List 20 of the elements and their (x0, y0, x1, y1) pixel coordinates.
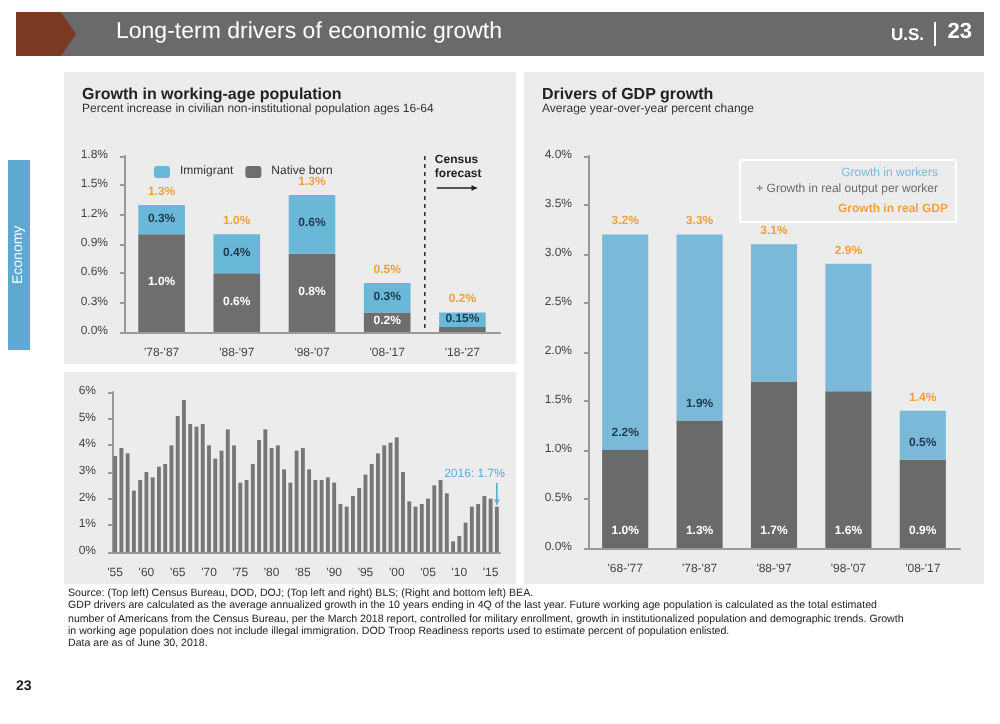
bar (602, 450, 649, 548)
bar (288, 253, 336, 332)
bar (213, 273, 261, 332)
bar (825, 391, 872, 548)
bar (602, 234, 649, 450)
bar (676, 420, 723, 548)
bar (899, 459, 946, 548)
bar (750, 381, 798, 548)
bar (825, 263, 872, 392)
bar (676, 234, 723, 421)
chart-title: Growth in working-age population (82, 85, 342, 103)
text: U.S. (890, 24, 924, 44)
bar (750, 244, 798, 382)
text: Long-term drivers of economic growth (116, 20, 503, 44)
bar (288, 195, 336, 254)
bar (213, 234, 261, 274)
bar (138, 234, 185, 332)
bar (899, 410, 946, 460)
text: 23 (947, 20, 972, 44)
chart-title: Drivers of GDP growth (542, 85, 714, 103)
